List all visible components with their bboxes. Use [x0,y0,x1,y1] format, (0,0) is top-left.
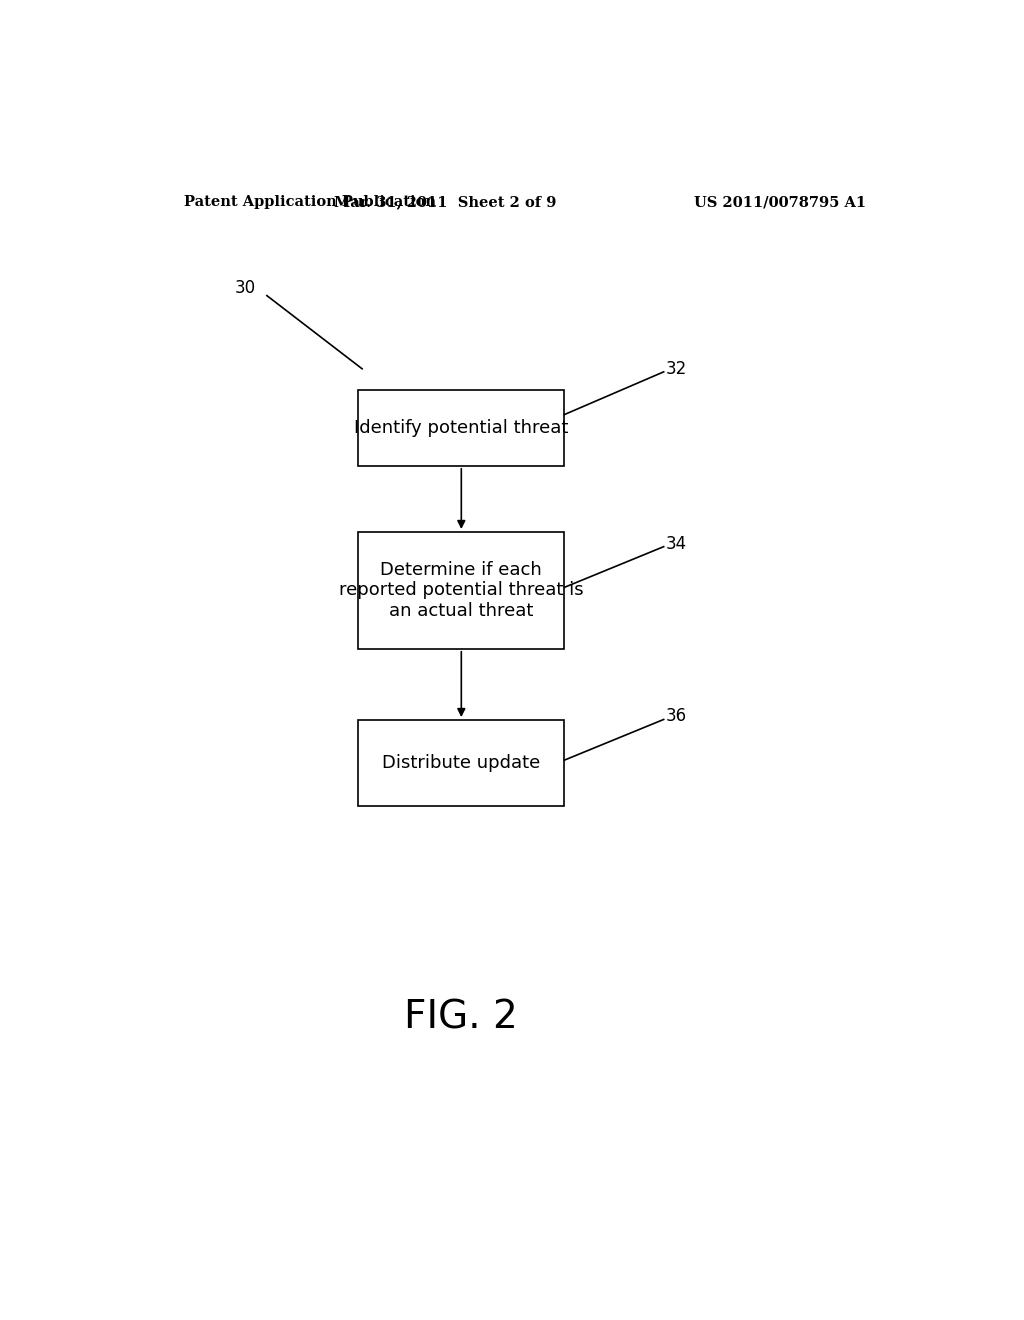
Text: Determine if each
reported potential threat is
an actual threat: Determine if each reported potential thr… [339,561,584,620]
Text: FIG. 2: FIG. 2 [404,998,518,1036]
Text: 32: 32 [666,360,687,378]
Text: Mar. 31, 2011  Sheet 2 of 9: Mar. 31, 2011 Sheet 2 of 9 [334,195,557,209]
Text: Patent Application Publication: Patent Application Publication [183,195,435,209]
Text: 34: 34 [666,535,687,553]
Text: Identify potential threat: Identify potential threat [354,418,568,437]
Text: 30: 30 [234,280,256,297]
FancyBboxPatch shape [358,719,564,807]
Text: US 2011/0078795 A1: US 2011/0078795 A1 [694,195,866,209]
FancyBboxPatch shape [358,389,564,466]
Text: Distribute update: Distribute update [382,754,541,772]
Text: 36: 36 [666,708,687,726]
FancyBboxPatch shape [358,532,564,649]
